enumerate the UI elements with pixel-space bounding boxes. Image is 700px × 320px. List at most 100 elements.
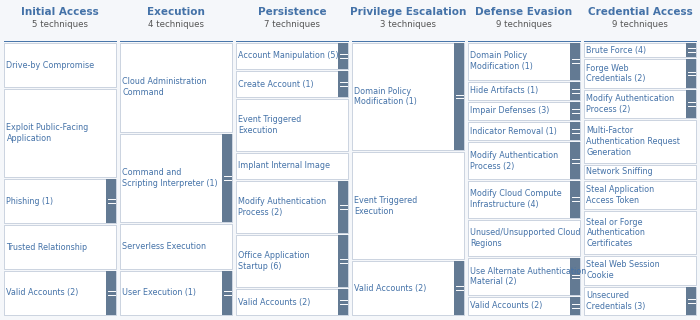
Bar — [584, 256, 696, 284]
Bar — [468, 43, 580, 80]
Text: Privilege Escalation: Privilege Escalation — [350, 7, 466, 17]
Bar — [236, 71, 348, 97]
Bar — [338, 235, 348, 287]
Text: 7 techniques: 7 techniques — [264, 20, 320, 29]
Bar — [570, 181, 580, 218]
Bar — [236, 43, 348, 69]
Bar — [570, 258, 580, 295]
Bar — [352, 152, 464, 260]
Bar — [584, 165, 696, 179]
Text: Cloud Administration
Command: Cloud Administration Command — [122, 77, 207, 97]
Text: Defense Evasion: Defense Evasion — [475, 7, 573, 17]
Text: Forge Web
Credentials (2): Forge Web Credentials (2) — [587, 64, 646, 83]
Bar — [120, 134, 232, 222]
Text: Steal Application
Access Token: Steal Application Access Token — [587, 185, 655, 205]
Text: Credential Access: Credential Access — [587, 7, 692, 17]
Bar — [236, 181, 348, 233]
Text: Hide Artifacts (1): Hide Artifacts (1) — [470, 86, 539, 95]
Text: Trusted Relationship: Trusted Relationship — [6, 243, 88, 252]
Text: Domain Policy
Modification (1): Domain Policy Modification (1) — [354, 87, 417, 107]
Text: Phishing (1): Phishing (1) — [6, 196, 54, 205]
Text: Valid Accounts (2): Valid Accounts (2) — [239, 298, 311, 307]
Text: Serverless Execution: Serverless Execution — [122, 242, 206, 251]
Text: Unused/Unsupported Cloud
Regions: Unused/Unsupported Cloud Regions — [470, 228, 581, 248]
Text: Drive-by Compromise: Drive-by Compromise — [6, 60, 94, 69]
Text: 3 techniques: 3 techniques — [380, 20, 436, 29]
Text: Modify Authentication
Process (2): Modify Authentication Process (2) — [587, 94, 675, 114]
Bar — [570, 297, 580, 315]
Text: Modify Authentication
Process (2): Modify Authentication Process (2) — [239, 197, 327, 217]
Bar — [584, 59, 696, 88]
Bar — [584, 90, 696, 118]
Bar — [686, 286, 696, 315]
Bar — [686, 43, 696, 57]
Bar — [468, 297, 580, 315]
Bar — [468, 220, 580, 256]
Bar — [686, 59, 696, 88]
Text: Modify Cloud Compute
Infrastructure (4): Modify Cloud Compute Infrastructure (4) — [470, 189, 562, 209]
Text: Create Account (1): Create Account (1) — [239, 79, 314, 89]
Bar — [570, 82, 580, 100]
Text: Valid Accounts (2): Valid Accounts (2) — [354, 284, 427, 293]
Bar — [4, 271, 116, 315]
Text: Steal or Forge
Authentication
Certificates: Steal or Forge Authentication Certificat… — [587, 218, 645, 248]
Text: 4 techniques: 4 techniques — [148, 20, 204, 29]
Text: Indicator Removal (1): Indicator Removal (1) — [470, 127, 557, 136]
Text: 9 techniques: 9 techniques — [496, 20, 552, 29]
Bar — [4, 43, 116, 87]
Bar — [584, 286, 696, 315]
Text: 5 techniques: 5 techniques — [32, 20, 88, 29]
Text: Exploit Public-Facing
Application: Exploit Public-Facing Application — [6, 123, 89, 143]
Bar — [584, 43, 696, 57]
Text: User Execution (1): User Execution (1) — [122, 288, 197, 297]
Text: Account Manipulation (5): Account Manipulation (5) — [239, 52, 339, 60]
Text: Initial Access: Initial Access — [21, 7, 99, 17]
Bar — [106, 179, 116, 223]
Bar — [570, 43, 580, 80]
Bar — [338, 181, 348, 233]
Text: Multi-Factor
Authentication Request
Generation: Multi-Factor Authentication Request Gene… — [587, 126, 680, 157]
Text: Event Triggered
Execution: Event Triggered Execution — [239, 115, 302, 135]
Text: Persistence: Persistence — [258, 7, 326, 17]
Text: Impair Defenses (3): Impair Defenses (3) — [470, 107, 550, 116]
Text: Domain Policy
Modification (1): Domain Policy Modification (1) — [470, 52, 533, 71]
Text: Implant Internal Image: Implant Internal Image — [239, 162, 330, 171]
Text: 9 techniques: 9 techniques — [612, 20, 668, 29]
Bar — [4, 179, 116, 223]
Bar — [454, 43, 464, 150]
Text: Unsecured
Credentials (3): Unsecured Credentials (3) — [587, 291, 646, 311]
Bar — [236, 153, 348, 179]
Text: Execution: Execution — [147, 7, 205, 17]
Bar — [584, 120, 696, 163]
Bar — [4, 89, 116, 177]
Bar — [222, 271, 232, 315]
Text: Use Alternate Authentication
Material (2): Use Alternate Authentication Material (2… — [470, 267, 587, 286]
Bar — [454, 261, 464, 315]
Bar — [468, 142, 580, 179]
Text: Steal Web Session
Cookie: Steal Web Session Cookie — [587, 260, 660, 280]
Bar — [236, 289, 348, 315]
Bar — [468, 82, 580, 100]
Text: Valid Accounts (2): Valid Accounts (2) — [470, 301, 543, 310]
Bar — [120, 43, 232, 132]
Bar — [570, 102, 580, 120]
Text: Modify Authentication
Process (2): Modify Authentication Process (2) — [470, 151, 559, 171]
Text: Network Sniffing: Network Sniffing — [587, 167, 653, 176]
Bar — [468, 122, 580, 140]
Text: Office Application
Startup (6): Office Application Startup (6) — [239, 251, 310, 271]
Bar — [584, 181, 696, 210]
Bar — [120, 224, 232, 269]
Bar — [338, 289, 348, 315]
Bar — [338, 71, 348, 97]
Bar — [338, 43, 348, 69]
Bar — [570, 122, 580, 140]
Text: Command and
Scripting Interpreter (1): Command and Scripting Interpreter (1) — [122, 168, 218, 188]
Text: Valid Accounts (2): Valid Accounts (2) — [6, 289, 79, 298]
Bar — [106, 271, 116, 315]
Bar — [4, 225, 116, 269]
Bar — [222, 134, 232, 222]
Bar — [570, 142, 580, 179]
Bar — [468, 102, 580, 120]
Bar — [584, 212, 696, 254]
Bar — [236, 99, 348, 151]
